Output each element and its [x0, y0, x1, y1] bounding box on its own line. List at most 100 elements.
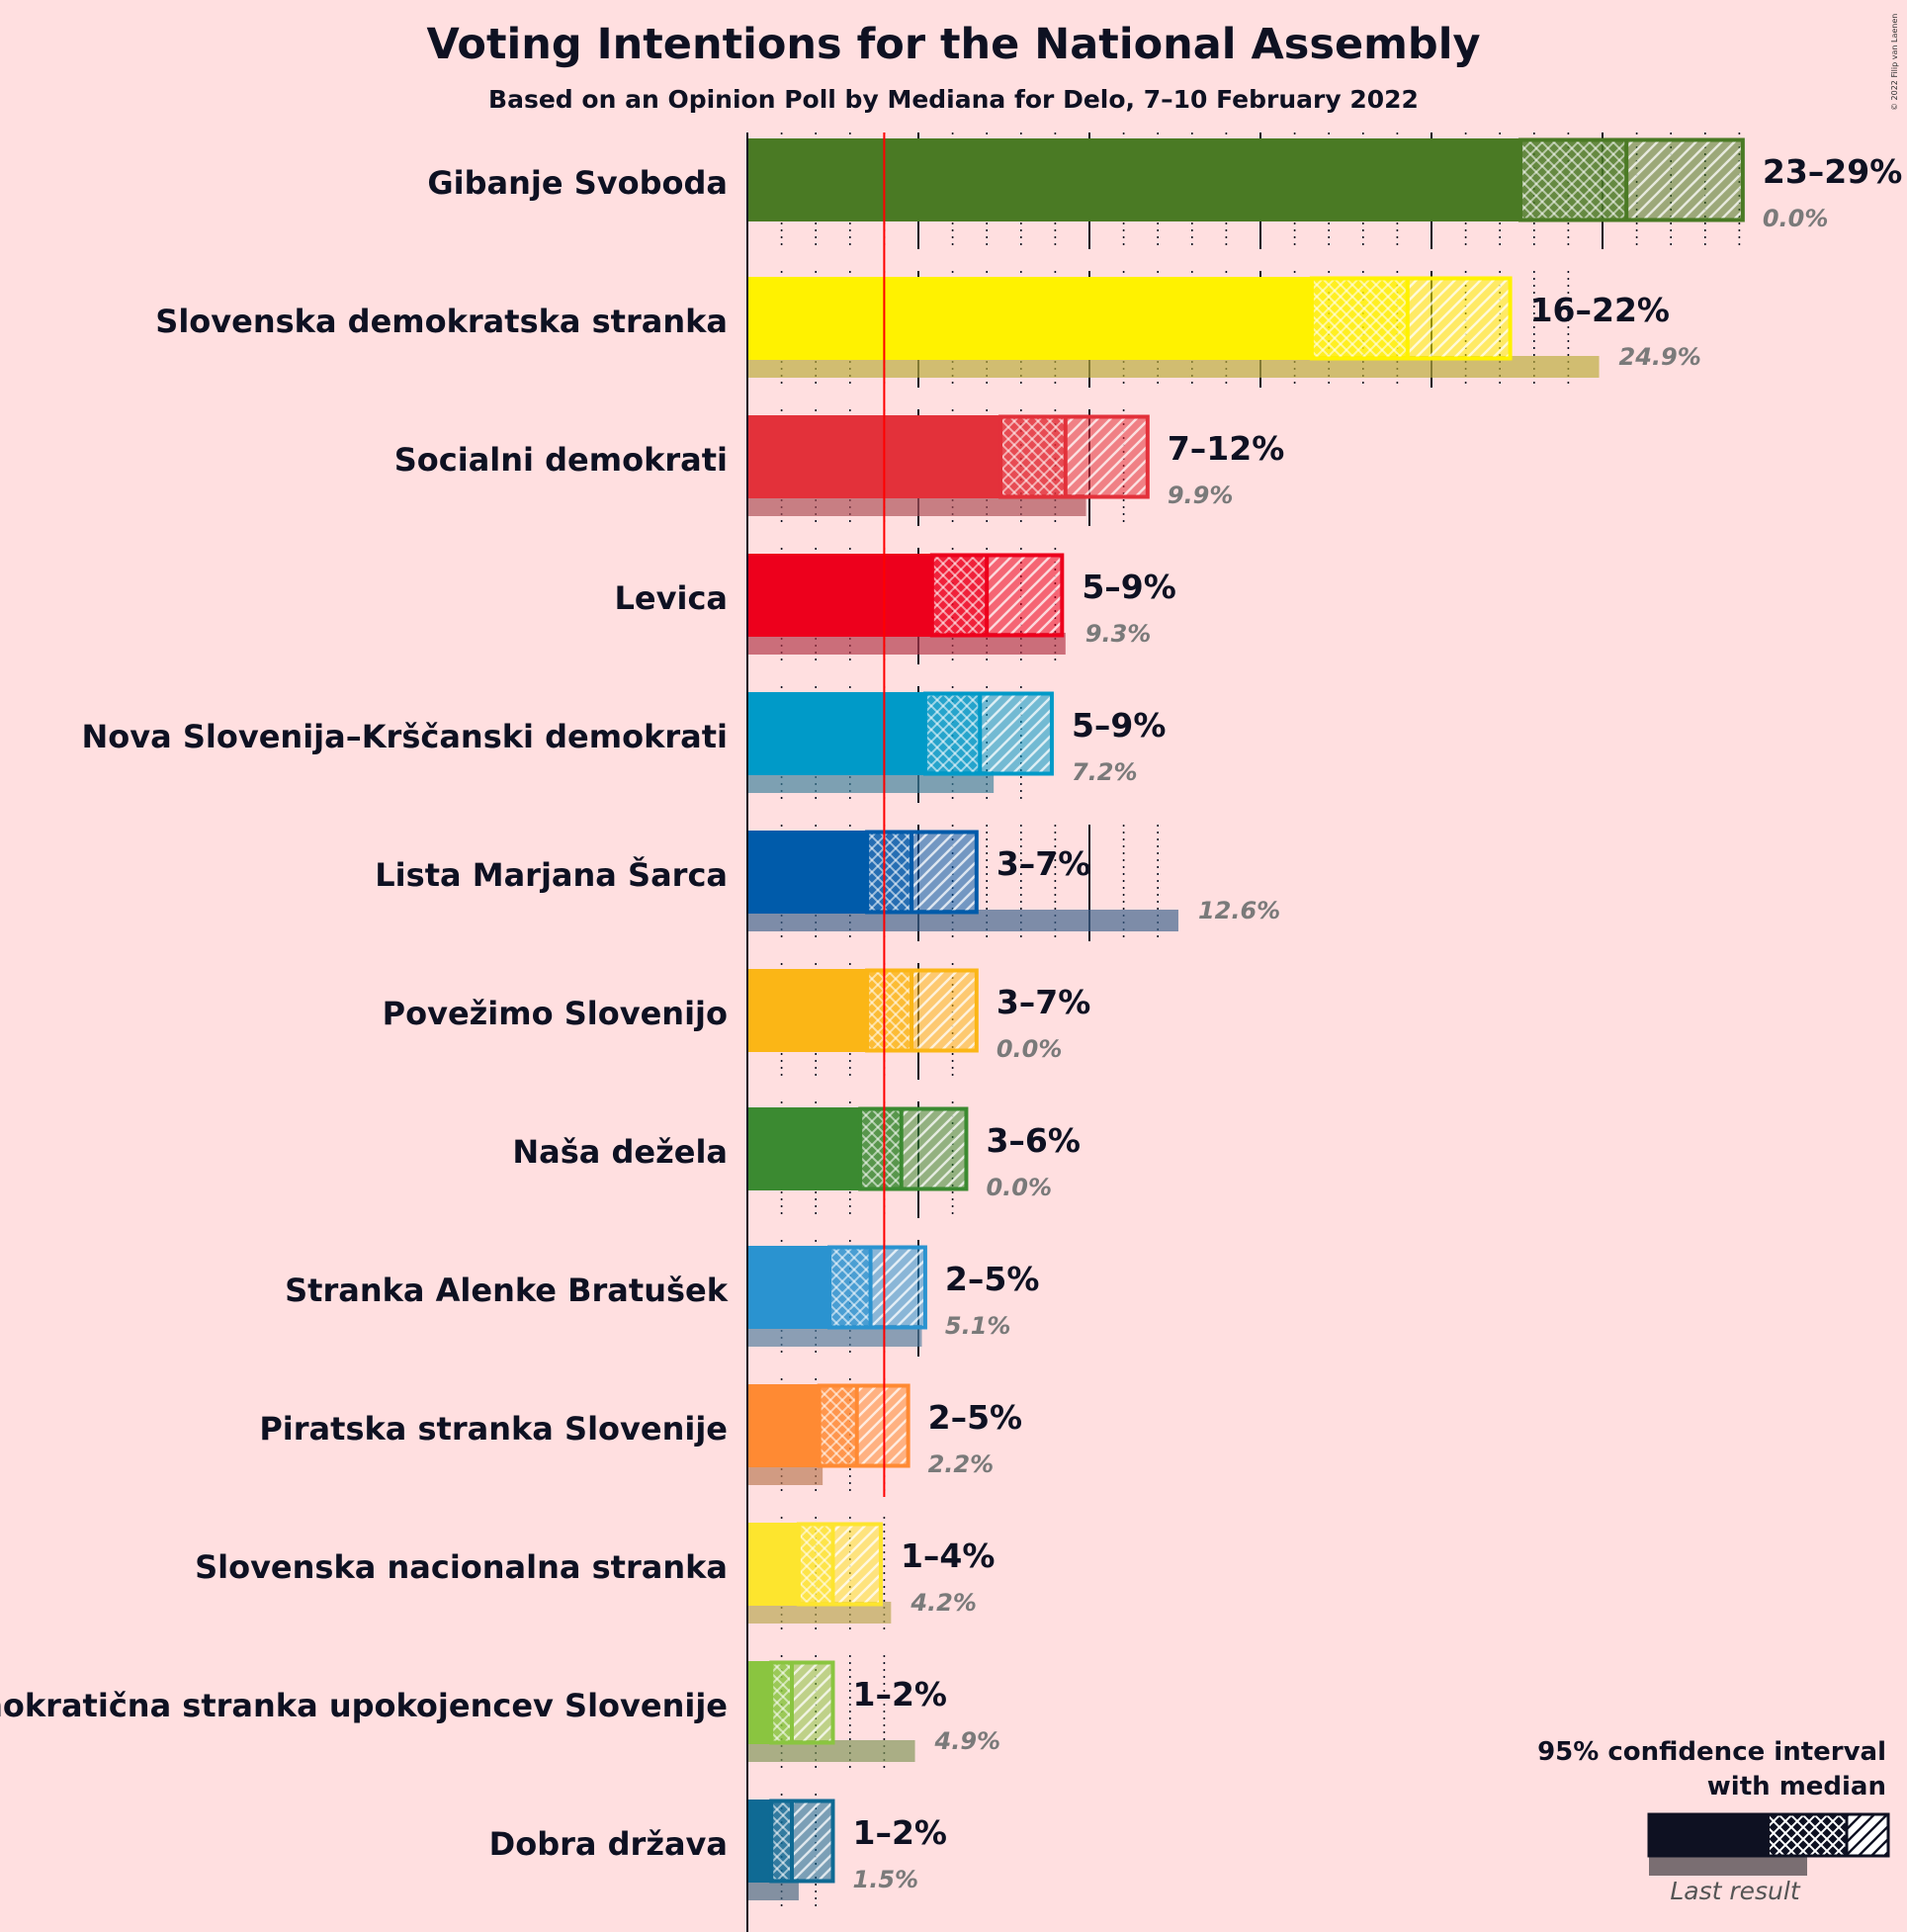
last-result-shade — [747, 1740, 915, 1762]
last-result-label: 12.6% — [1198, 897, 1280, 924]
bar-solid — [747, 1661, 772, 1744]
legend-solid-swatch — [1649, 1814, 1770, 1856]
range-label: 5–9% — [1082, 568, 1176, 606]
range-label: 1–2% — [853, 1675, 948, 1713]
bar-ci-upper-hatch — [987, 554, 1063, 637]
legend-title: 95% confidence interval with median — [1522, 1735, 1886, 1804]
bar-solid — [747, 415, 1001, 498]
last-result-bar — [747, 1463, 823, 1485]
party-label: Dobra država — [489, 1825, 728, 1863]
bar-ci-lower-hatch — [829, 1246, 871, 1329]
legend-ci-diag-hatch — [1847, 1814, 1888, 1856]
party-label: Socialni demokrati — [394, 441, 728, 479]
ci-outline — [769, 1799, 835, 1884]
bar-solid — [747, 554, 932, 637]
range-label: 7–12% — [1168, 429, 1284, 468]
bar-ci-lower-hatch — [924, 692, 981, 775]
bar-ci-lower-hatch — [860, 1107, 902, 1190]
legend-ci-cross-hatch — [1770, 1814, 1847, 1856]
last-result-bar — [747, 910, 1178, 931]
last-result-bar — [747, 771, 995, 793]
last-result-label: 9.3% — [1085, 620, 1152, 648]
bar-ci-lower-hatch — [931, 554, 988, 637]
last-result-bar — [747, 1879, 799, 1900]
bar-ci-lower-hatch — [867, 969, 912, 1052]
bar-solid — [747, 1107, 861, 1190]
ci-outline — [998, 414, 1150, 499]
last-result-label: 1.5% — [853, 1866, 919, 1893]
last-result-label: 9.9% — [1168, 482, 1234, 509]
party-label: Naša dežela — [512, 1133, 728, 1171]
ci-outline — [1517, 137, 1745, 222]
ci-outline — [865, 830, 979, 915]
bar-ci-lower-hatch — [1000, 415, 1066, 498]
last-result-bar — [747, 356, 1600, 378]
bar-ci-lower-hatch — [771, 1661, 792, 1744]
last-result-bar — [747, 494, 1086, 516]
range-label: 2–5% — [945, 1260, 1039, 1298]
bar-ci-upper-hatch — [911, 831, 977, 914]
range-label: 5–9% — [1072, 706, 1167, 745]
ci-outline — [922, 691, 1054, 776]
bar-ci-upper-hatch — [1065, 415, 1148, 498]
ci-outline — [817, 1383, 910, 1468]
ci-outline — [858, 1106, 969, 1191]
last-result-label: 4.9% — [934, 1727, 1001, 1755]
last-result-shade — [747, 910, 1178, 931]
range-label: 3–7% — [997, 844, 1091, 883]
range-label: 1–4% — [901, 1537, 996, 1575]
bar-ci-upper-hatch — [870, 1246, 925, 1329]
ci-outline — [929, 553, 1065, 638]
bar-ci-upper-hatch — [856, 1384, 909, 1467]
party-label: Gibanje Svoboda — [427, 164, 728, 202]
legend-last-result-label: Last result — [1670, 1877, 1800, 1905]
party-label: Levica — [615, 579, 728, 617]
last-result-label: 2.2% — [928, 1450, 995, 1478]
bar-solid — [747, 1523, 799, 1606]
range-label: 23–29% — [1763, 152, 1902, 191]
last-result-label: 5.1% — [945, 1312, 1011, 1340]
range-label: 3–6% — [986, 1121, 1080, 1160]
last-result-bar — [747, 1325, 922, 1347]
last-result-shade — [747, 1602, 892, 1624]
bar-solid — [747, 277, 1312, 360]
bar-ci-upper-hatch — [791, 1661, 833, 1744]
bar-solid — [747, 831, 868, 914]
bar-ci-lower-hatch — [771, 1800, 792, 1883]
last-result-shade — [747, 1463, 823, 1485]
party-label: Lista Marjana Šarca — [375, 855, 728, 894]
last-result-label: 4.2% — [910, 1589, 977, 1617]
party-label: Nova Slovenija–Krščanski demokrati — [82, 718, 729, 755]
bar-ci-upper-hatch — [1626, 138, 1743, 221]
bar-solid — [747, 1800, 772, 1883]
bar-ci-lower-hatch — [1519, 138, 1627, 221]
bar-solid — [747, 1246, 830, 1329]
bar-solid — [747, 969, 868, 1052]
party-label: Slovenska demokratska stranka — [155, 303, 728, 340]
last-result-shade — [747, 1325, 922, 1347]
last-result-bar — [747, 1740, 915, 1762]
ci-outline — [865, 968, 979, 1053]
last-result-shade — [747, 633, 1066, 655]
last-result-label: 7.2% — [1072, 758, 1138, 786]
last-result-label: 0.0% — [997, 1035, 1063, 1063]
last-result-shade — [747, 356, 1600, 378]
ci-outline — [796, 1522, 883, 1607]
chart-subtitle: Based on an Opinion Poll by Mediana for … — [488, 85, 1419, 114]
last-result-bar — [747, 1602, 892, 1624]
range-label: 16–22% — [1530, 291, 1670, 329]
bar-ci-lower-hatch — [798, 1523, 833, 1606]
last-result-shade — [747, 771, 995, 793]
last-result-bar — [747, 633, 1066, 655]
last-result-shade — [747, 494, 1086, 516]
party-label: Povežimo Slovenijo — [383, 995, 728, 1032]
party-label: Piratska stranka Slovenije — [259, 1410, 728, 1448]
party-label: Demokratična stranka upokojencev Sloveni… — [0, 1687, 728, 1724]
bar-ci-upper-hatch — [901, 1107, 967, 1190]
bar-ci-upper-hatch — [791, 1800, 833, 1883]
legend — [1647, 1812, 1890, 1876]
range-label: 2–5% — [928, 1398, 1023, 1437]
legend-line-1: 95% confidence interval — [1537, 1737, 1886, 1767]
last-result-label: 0.0% — [1763, 205, 1829, 232]
